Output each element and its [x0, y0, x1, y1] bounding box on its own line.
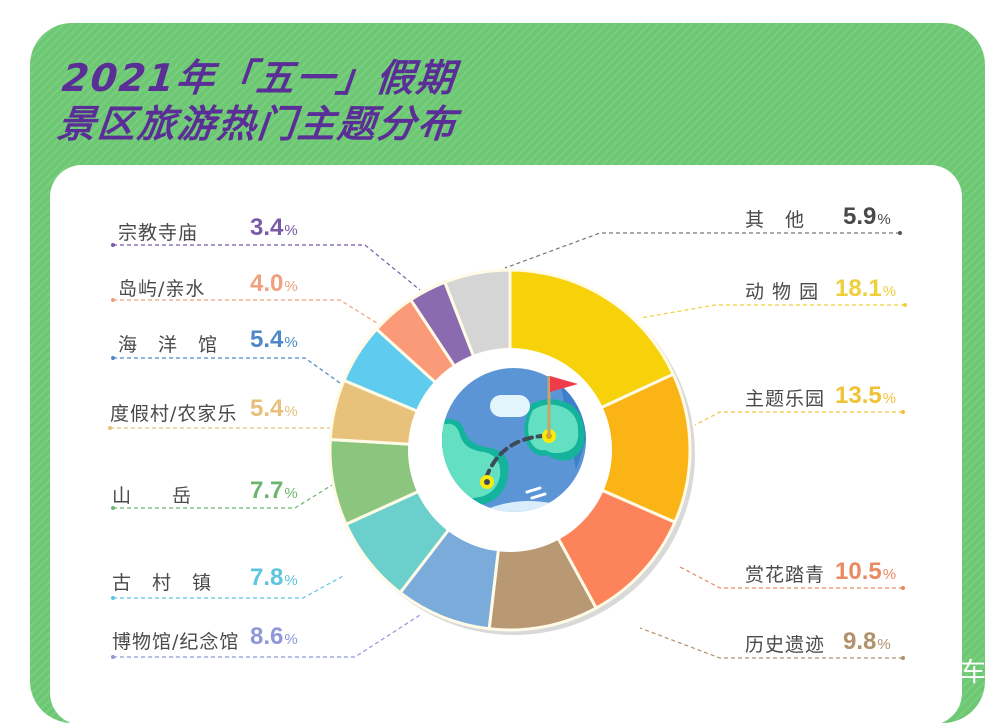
- legend-percentage: 10.5%: [835, 558, 896, 586]
- percent-sign: %: [284, 631, 298, 648]
- leader-line: [113, 244, 421, 291]
- legend-percentage: 8.6%: [250, 623, 298, 651]
- percent-sign: %: [284, 403, 298, 420]
- donut-segments: [328, 268, 692, 632]
- leader-line: [113, 574, 346, 599]
- leader-dot: [903, 303, 907, 307]
- percentage-value: 5.9: [843, 203, 877, 230]
- legend-label: 其 他: [745, 209, 806, 231]
- leader-line: [679, 566, 903, 589]
- legend-percentage: 13.5%: [835, 382, 896, 410]
- percent-sign: %: [882, 390, 897, 407]
- percentage-value: 13.5: [835, 382, 882, 409]
- leader-dot: [898, 231, 902, 235]
- leader-dot: [111, 243, 115, 247]
- leader-line: [113, 357, 341, 384]
- leader-dot: [111, 506, 115, 510]
- corner-watermark: 车: [960, 658, 987, 688]
- percentage-value: 5.4: [250, 326, 284, 353]
- percent-sign: %: [284, 334, 298, 351]
- leader-dot: [901, 586, 905, 590]
- globe-with-flag-icon: [442, 368, 586, 512]
- leader-dot: [901, 656, 905, 660]
- percentage-value: 8.6: [250, 623, 284, 650]
- leader-dot: [108, 426, 112, 430]
- legend-label: 博物馆/纪念馆: [112, 631, 240, 653]
- leader-line: [639, 304, 905, 319]
- leader-line: [694, 411, 903, 426]
- percentage-value: 9.8: [843, 628, 877, 655]
- legend-percentage: 3.4%: [250, 214, 298, 242]
- legend-percentage: 5.4%: [250, 326, 298, 354]
- legend-percentage: 18.1%: [835, 275, 896, 303]
- percent-sign: %: [284, 278, 298, 295]
- leader-line: [113, 299, 381, 326]
- legend-percentage: 5.9%: [843, 203, 891, 231]
- leader-line: [113, 614, 421, 658]
- percentage-value: 5.4: [250, 395, 284, 422]
- legend-label: 动 物 园: [745, 281, 820, 303]
- percent-sign: %: [882, 566, 897, 583]
- leader-line: [504, 232, 900, 269]
- percent-sign: %: [284, 572, 298, 589]
- leader-dot: [111, 356, 115, 360]
- legend-label: 赏花踏青: [745, 564, 826, 586]
- percentage-value: 18.1: [835, 275, 882, 302]
- legend-label: 岛屿/亲水: [118, 278, 206, 300]
- legend-label: 主题乐园: [745, 388, 826, 410]
- donut-chart: [108, 231, 907, 660]
- legend-label: 度假村/农家乐: [110, 403, 238, 425]
- leader-dot: [111, 596, 115, 600]
- leader-dot: [111, 298, 115, 302]
- legend-percentage: 7.8%: [250, 564, 298, 592]
- percent-sign: %: [882, 283, 897, 300]
- leader-lines: [108, 231, 907, 660]
- percentage-value: 10.5: [835, 558, 882, 585]
- legend-label: 历史遗迹: [745, 634, 826, 656]
- legend-label: 山 岳: [112, 485, 193, 507]
- leader-line: [113, 484, 333, 509]
- percentage-value: 4.0: [250, 270, 284, 297]
- leader-dot: [111, 655, 115, 659]
- legend-percentage: 9.8%: [843, 628, 891, 656]
- legend-percentage: 4.0%: [250, 270, 298, 298]
- percentage-value: 3.4: [250, 214, 284, 241]
- legend-label: 宗教寺庙: [118, 222, 199, 244]
- leader-dot: [901, 410, 905, 414]
- legend-percentage: 5.4%: [250, 395, 298, 423]
- percentage-value: 7.7: [250, 477, 284, 504]
- legend-label: 古 村 镇: [112, 572, 213, 594]
- percent-sign: %: [877, 211, 891, 228]
- percent-sign: %: [877, 636, 891, 653]
- legend-label: 海 洋 馆: [118, 334, 219, 356]
- percent-sign: %: [284, 222, 298, 239]
- leader-line: [639, 627, 903, 659]
- percent-sign: %: [284, 485, 298, 502]
- legend-percentage: 7.7%: [250, 477, 298, 505]
- percentage-value: 7.8: [250, 564, 284, 591]
